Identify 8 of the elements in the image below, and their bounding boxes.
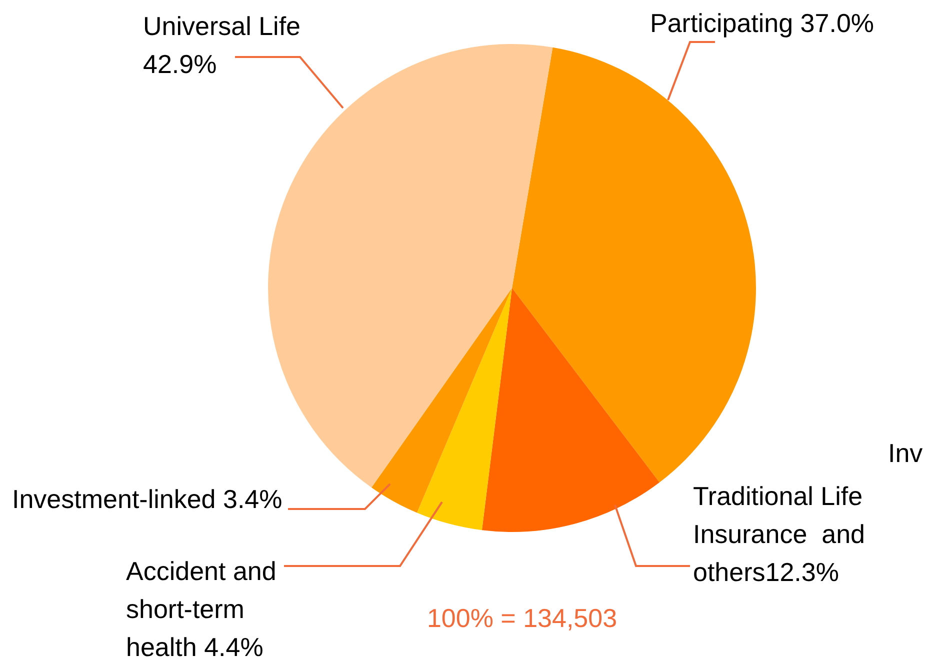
slice-label: Participating 37.0%	[650, 8, 874, 38]
slice-label: Accident and short-term health 4.4%	[126, 556, 276, 661]
slice-label: Investment-linked 3.4%	[12, 484, 282, 514]
data-label: 42.9%	[143, 49, 217, 79]
slice-label: Universal Life	[143, 11, 301, 41]
text: 100% = 134,503	[426, 603, 618, 633]
text: Inv	[888, 438, 923, 468]
slice-label: Traditional Life Insurance and others12.3%	[693, 481, 866, 587]
